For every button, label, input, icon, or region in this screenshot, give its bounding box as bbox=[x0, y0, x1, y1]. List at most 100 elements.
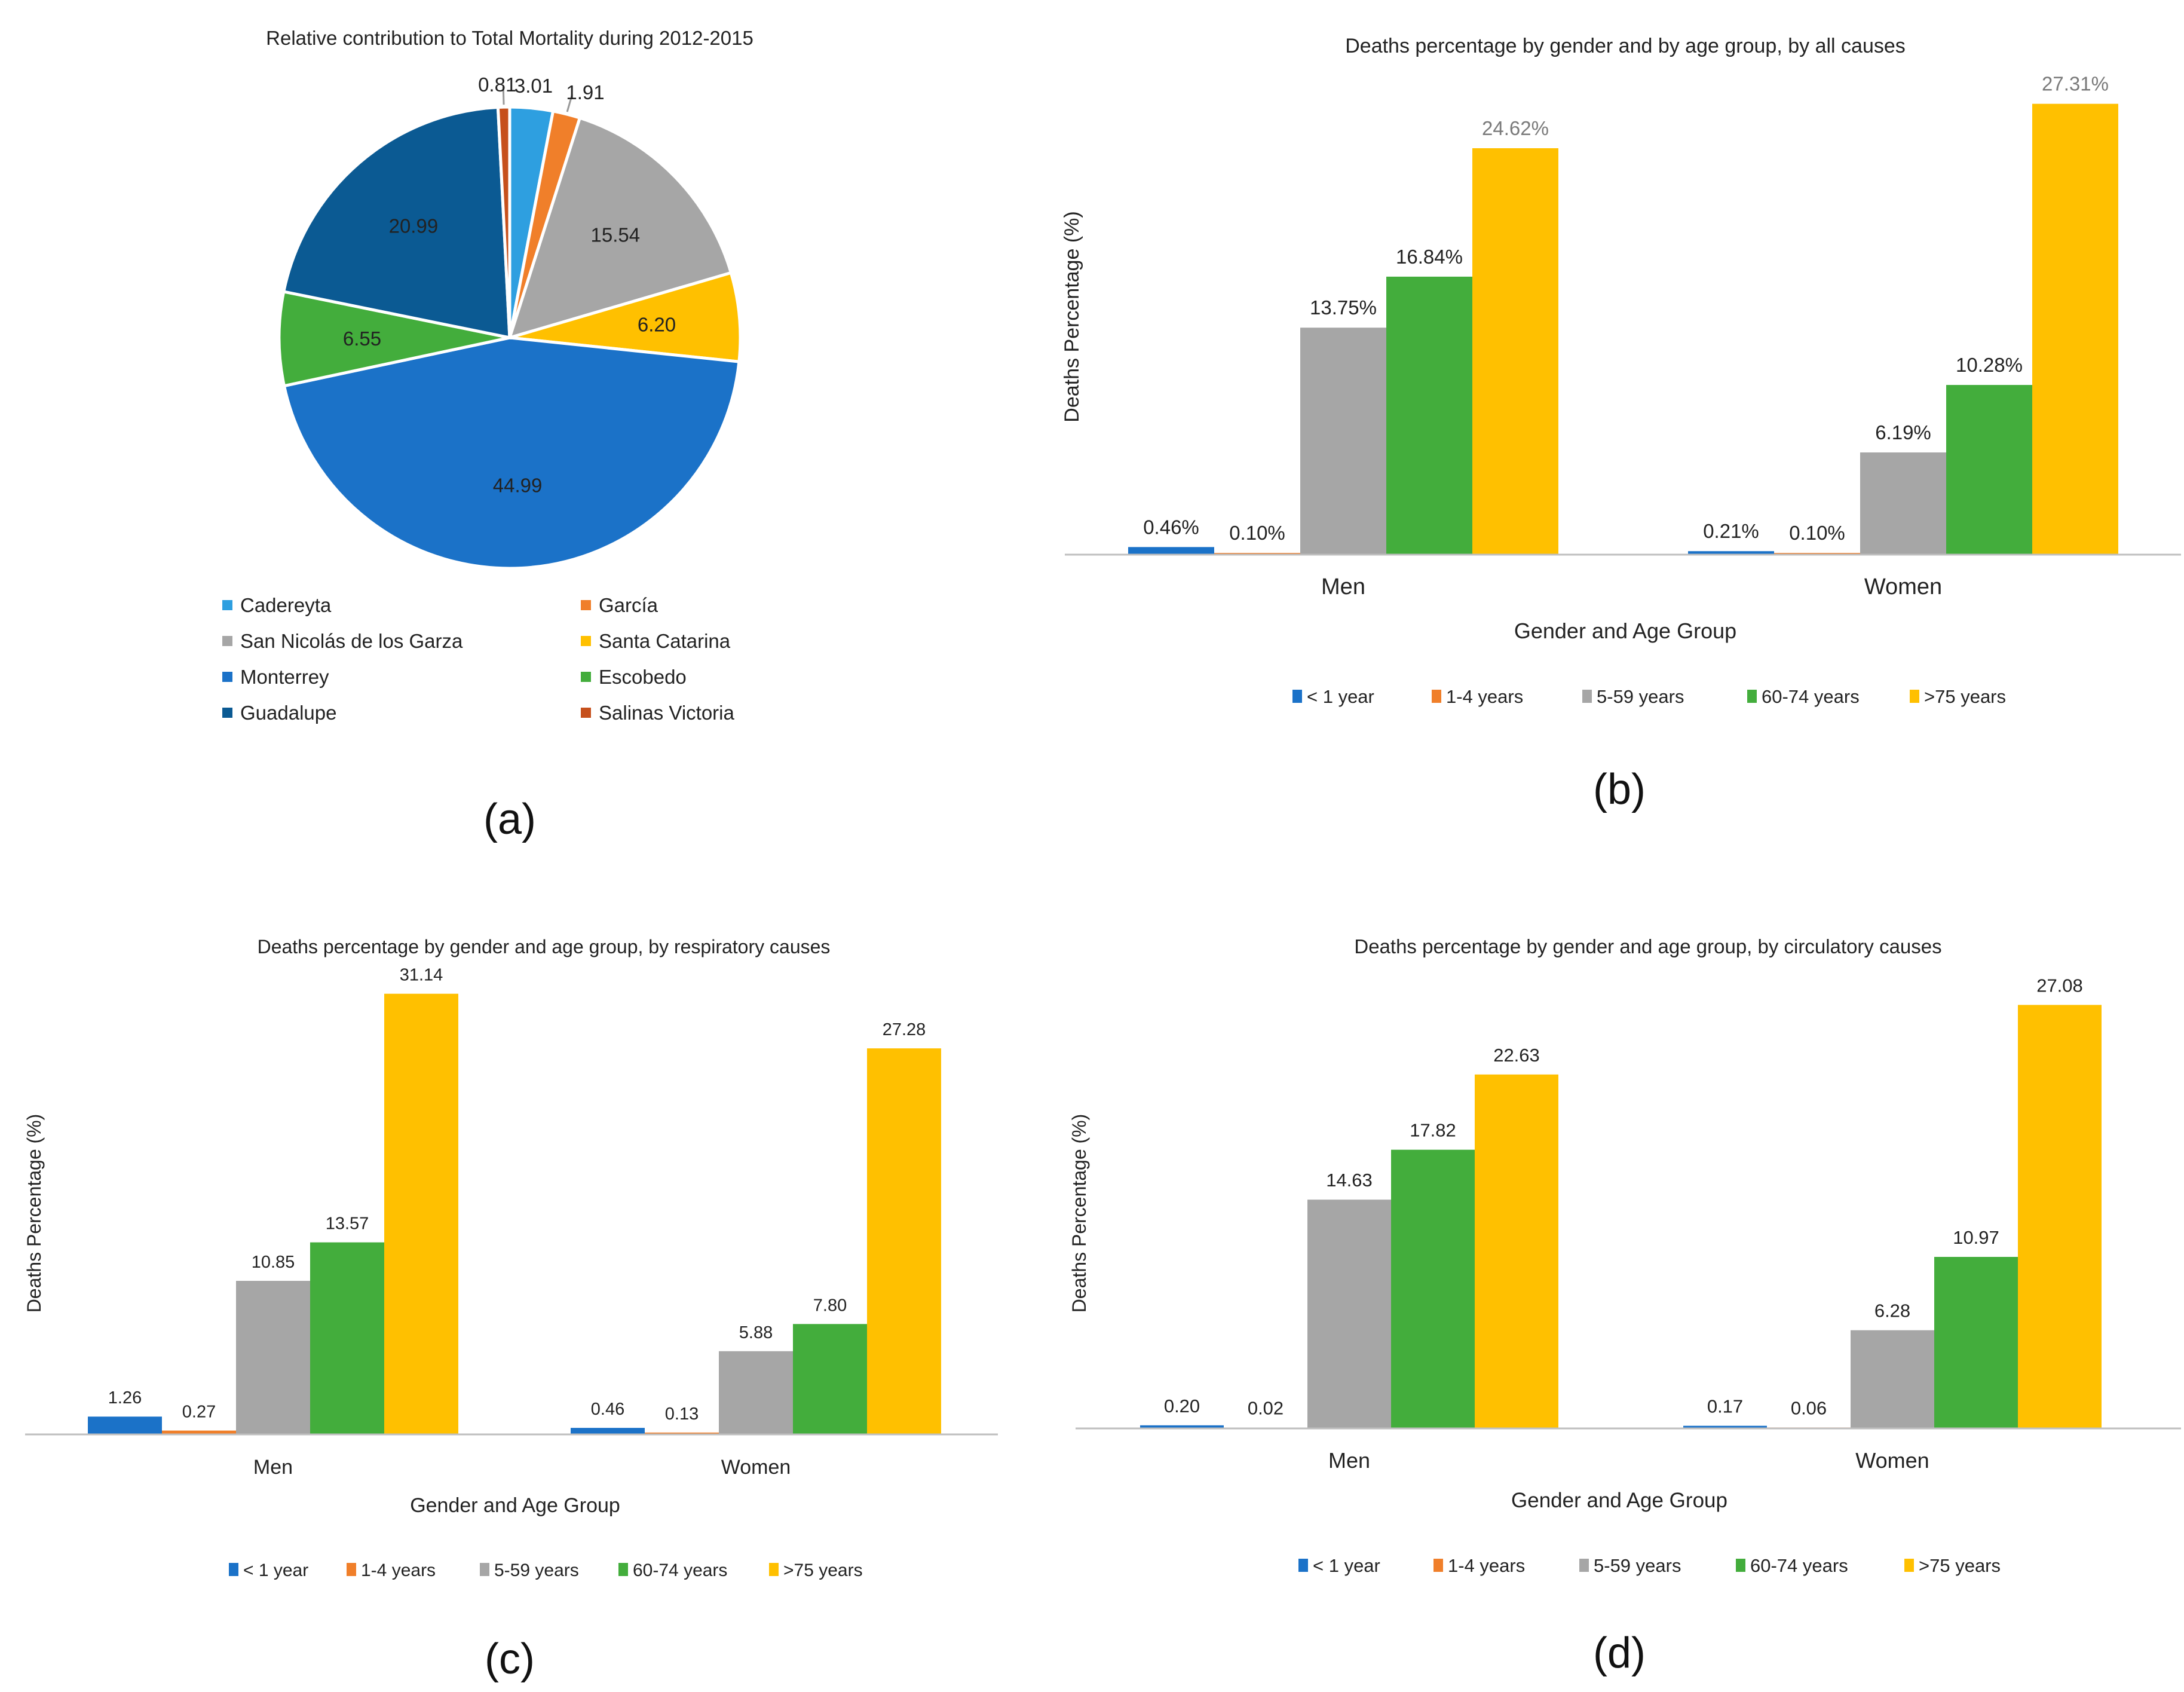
bar-men-60-74-years bbox=[1386, 276, 1472, 555]
category-label-men: Men bbox=[1321, 574, 1365, 599]
legend-label-santa-catarina: Santa Catarina bbox=[599, 630, 731, 652]
legend-label-75-years: >75 years bbox=[1919, 1555, 2001, 1576]
data-label-women-75-years: 27.31% bbox=[2042, 73, 2109, 95]
legend-swatch-1-4-years bbox=[1432, 690, 1441, 703]
category-label-women: Women bbox=[721, 1456, 791, 1479]
bar-men-60-74-years bbox=[310, 1242, 384, 1434]
pie-legend: Cadereyta García San Nicolás de los Garza S… bbox=[222, 594, 734, 724]
data-label-men-60-74-years: 13.57 bbox=[326, 1214, 369, 1234]
legend-swatch-1-4-years bbox=[347, 1563, 356, 1576]
category-label-women: Women bbox=[1864, 574, 1942, 599]
bar-women-60-74-years bbox=[1946, 385, 2032, 555]
legend-swatch-santa-catarina bbox=[581, 636, 591, 646]
ylabel-circulatory: Deaths Percentage (%) bbox=[1068, 1114, 1090, 1313]
data-label-women-1-year: 0.21% bbox=[1703, 520, 1759, 542]
legend-label-1-4-years: 1-4 years bbox=[361, 1561, 436, 1580]
legend-swatch-60-74-years bbox=[1747, 690, 1757, 703]
pie-value-label-salinas-victoria: 0.81 bbox=[478, 74, 516, 96]
pie-value-label-garc-a: 1.91 bbox=[566, 81, 604, 103]
xlabel-circulatory: Gender and Age Group bbox=[1511, 1489, 1727, 1512]
bar-men-75-years bbox=[1472, 148, 1558, 555]
legend-circulatory: < 1 year 1-4 years 5-59 years 60-74 years >7… bbox=[1298, 1555, 2001, 1576]
legend-label-cadereyta: Cadereyta bbox=[240, 594, 332, 616]
bar-chart-panel-all-causes: Deaths percentage by gender and by age g… bbox=[1061, 35, 2181, 813]
data-label-women-1-4-years: 0.06 bbox=[1791, 1397, 1827, 1418]
pie-slice-santa-catarina bbox=[509, 271, 742, 363]
legend-label-60-74-years: 60-74 years bbox=[1750, 1555, 1848, 1576]
pie-title: Relative contribution to Total Mortality… bbox=[266, 27, 753, 49]
bar-women-5-59-years bbox=[719, 1351, 793, 1434]
pie-value-label-santa-catarina: 6.20 bbox=[638, 314, 676, 336]
bar-chart-panel-respiratory: Deaths percentage by gender and age grou… bbox=[23, 936, 998, 1683]
data-label-men-1-year: 0.46% bbox=[1143, 516, 1199, 538]
data-label-women-75-years: 27.28 bbox=[883, 1020, 926, 1039]
legend-label-5-59-years: 5-59 years bbox=[494, 1561, 579, 1580]
legend-swatch-5-59-years bbox=[1579, 1559, 1589, 1572]
pie-slice-guadalupe bbox=[281, 105, 511, 340]
pie-leader-line bbox=[502, 87, 505, 105]
bar-women-1-year bbox=[571, 1428, 645, 1434]
legend-swatch-75-years bbox=[769, 1563, 779, 1576]
bars-circulatory: 0.20 0.02 14.63 17.82 22.63 Men 0.17 0.06 6.28 10… bbox=[1076, 975, 2181, 1473]
category-label-women: Women bbox=[1855, 1448, 1929, 1473]
legend-swatch-monterrey bbox=[222, 672, 232, 682]
xlabel-respiratory: Gender and Age Group bbox=[410, 1494, 620, 1517]
legend-swatch-cadereyta bbox=[222, 600, 232, 610]
data-label-men-1-year: 0.20 bbox=[1164, 1396, 1200, 1416]
bar-men-60-74-years bbox=[1391, 1149, 1475, 1428]
data-label-men-75-years: 22.63 bbox=[1493, 1045, 1540, 1066]
bar-title-circulatory: Deaths percentage by gender and age grou… bbox=[1354, 935, 1941, 957]
legend-label-1-4-years: 1-4 years bbox=[1448, 1555, 1525, 1576]
bar-men-1-year bbox=[1128, 547, 1214, 555]
legend-label-guadalupe: Guadalupe bbox=[240, 702, 336, 724]
bar-men-5-59-years bbox=[1300, 328, 1386, 555]
pie-value-label-guadalupe: 20.99 bbox=[389, 215, 439, 237]
legend-label-monterrey: Monterrey bbox=[240, 666, 329, 688]
legend-swatch-escobedo bbox=[581, 672, 591, 682]
bars-respiratory: 1.26 0.27 10.85 13.57 31.14 Men 0.46 0.13 5.88 7.… bbox=[25, 966, 998, 1479]
bar-women-75-years bbox=[2032, 103, 2118, 555]
bar-men-1-year bbox=[1140, 1425, 1224, 1428]
legend-label-60-74-years: 60-74 years bbox=[1762, 686, 1860, 707]
legend-swatch-75-years bbox=[1904, 1559, 1914, 1572]
bars-all-causes: 0.46% 0.10% 13.75% 16.84% 24.62% Men 0.21% 0.10… bbox=[1065, 73, 2181, 599]
bar-women-75-years bbox=[867, 1048, 941, 1434]
data-label-women-75-years: 27.08 bbox=[2036, 975, 2083, 996]
legend-label-1-4-years: 1-4 years bbox=[1446, 686, 1523, 707]
pie-value-label-escobedo: 6.55 bbox=[343, 328, 381, 350]
data-label-men-1-4-years: 0.02 bbox=[1248, 1398, 1284, 1419]
data-label-men-60-74-years: 16.84% bbox=[1396, 246, 1463, 268]
pie-value-label-monterrey: 44.99 bbox=[493, 475, 543, 497]
legend-label-1-year: < 1 year bbox=[243, 1561, 308, 1580]
data-label-women-1-4-years: 0.13 bbox=[665, 1405, 699, 1424]
data-label-women-1-year: 0.17 bbox=[1707, 1396, 1743, 1417]
data-label-women-5-59-years: 6.28 bbox=[1874, 1301, 1910, 1321]
legend-label-1-year: < 1 year bbox=[1307, 686, 1374, 707]
bar-men-5-59-years bbox=[236, 1281, 310, 1434]
data-label-men-60-74-years: 17.82 bbox=[1410, 1120, 1456, 1141]
pie-slice-san-nicol-s-de-los-garza bbox=[507, 116, 733, 340]
bar-title-respiratory: Deaths percentage by gender and age grou… bbox=[258, 936, 831, 957]
legend-swatch-1-year bbox=[1292, 690, 1302, 703]
data-label-men-75-years: 24.62% bbox=[1482, 117, 1549, 139]
data-label-women-60-74-years: 7.80 bbox=[813, 1296, 847, 1315]
data-label-women-60-74-years: 10.97 bbox=[1953, 1227, 1999, 1248]
data-label-women-1-year: 0.46 bbox=[591, 1400, 624, 1419]
ylabel-respiratory: Deaths Percentage (%) bbox=[23, 1114, 45, 1313]
legend-label-75-years: >75 years bbox=[783, 1561, 863, 1580]
data-label-men-5-59-years: 14.63 bbox=[1326, 1170, 1373, 1191]
ylabel-all-causes: Deaths Percentage (%) bbox=[1061, 211, 1083, 422]
pie-value-label-cadereyta: 3.01 bbox=[514, 75, 553, 97]
data-label-men-1-4-years: 0.27 bbox=[182, 1403, 216, 1422]
pie-slice-salinas-victoria bbox=[496, 105, 511, 338]
pie-slice-escobedo bbox=[277, 289, 510, 388]
bar-men-1-year bbox=[88, 1416, 162, 1434]
bar-women-60-74-years bbox=[793, 1324, 867, 1434]
bar-title-all-causes: Deaths percentage by gender and by age g… bbox=[1345, 35, 1906, 57]
bar-men-75-years bbox=[384, 993, 458, 1434]
legend-label-salinas-victoria: Salinas Victoria bbox=[599, 702, 734, 724]
legend-swatch-60-74-years bbox=[618, 1563, 628, 1576]
bar-men-1-4-years bbox=[162, 1430, 236, 1434]
panel-label-c: (c) bbox=[485, 1635, 535, 1683]
data-label-women-5-59-years: 5.88 bbox=[739, 1323, 773, 1342]
